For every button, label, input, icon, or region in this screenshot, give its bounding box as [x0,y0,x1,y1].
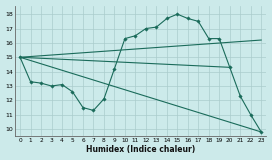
X-axis label: Humidex (Indice chaleur): Humidex (Indice chaleur) [86,145,195,154]
